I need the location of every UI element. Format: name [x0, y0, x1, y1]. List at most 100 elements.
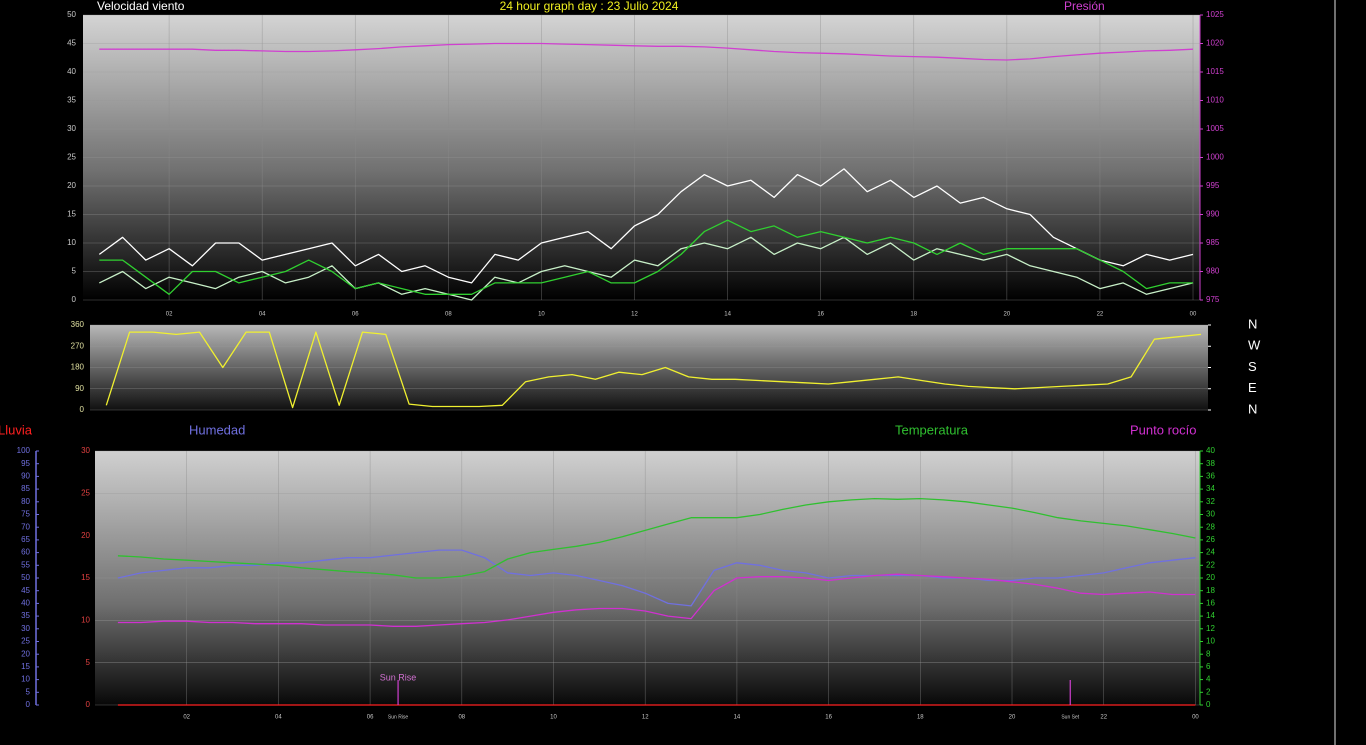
y-tick-label: 360	[71, 320, 85, 329]
y2-tick-label: 10	[1206, 637, 1215, 646]
y2-tick-label: 16	[1206, 599, 1215, 608]
y3-tick-label: 60	[21, 548, 30, 557]
y3-tick-label: 45	[21, 586, 30, 595]
x-tick-label: 18	[917, 715, 924, 721]
y2-tick-label: 8	[1206, 649, 1211, 658]
y2-tick-label: 1015	[1206, 67, 1224, 76]
y2-tick-label: 28	[1206, 522, 1215, 531]
x-tick-label: 06	[367, 715, 374, 721]
x-tick-label: 00	[1190, 312, 1197, 318]
y-tick-label: 0	[72, 295, 77, 304]
y2-tick-label: 6	[1206, 662, 1211, 671]
y3-tick-label: 85	[21, 484, 30, 493]
x-tick-label: 02	[183, 715, 190, 721]
y-tick-label: 5	[72, 267, 77, 276]
y-tick-label: 40	[67, 67, 76, 76]
y2-tick-label: 985	[1206, 238, 1220, 247]
x-tick-label: 02	[166, 312, 173, 318]
y-tick-label: 35	[67, 96, 76, 105]
y-tick-label: 15	[67, 210, 76, 219]
y2-tick-label: 980	[1206, 267, 1220, 276]
y2-tick-label: 14	[1206, 611, 1215, 620]
x-tick-label: 22	[1100, 715, 1107, 721]
y2-tick-label: 22	[1206, 560, 1215, 569]
y2-tick-label: 38	[1206, 459, 1215, 468]
annotation: Sun Rise	[380, 672, 417, 682]
y-tick-label: 10	[81, 615, 90, 624]
series-line	[99, 219, 1193, 295]
y-tick-label: 270	[71, 341, 85, 350]
y2-tick-label: 24	[1206, 548, 1215, 557]
y2-tick-label: 990	[1206, 210, 1220, 219]
chart-title: 24 hour graph day : 23 Julio 2024	[500, 0, 679, 13]
y-tick-label: 180	[71, 363, 85, 372]
y-tick-label: 20	[81, 531, 90, 540]
x-tick-label: 14	[724, 312, 731, 318]
x-tick-label: 18	[910, 312, 917, 318]
y3-tick-label: 35	[21, 611, 30, 620]
event-tick-label: Sun Set	[1061, 714, 1079, 720]
y-tick-label: 30	[81, 446, 90, 455]
y3-tick-label: 50	[21, 573, 30, 582]
y3-tick-label: 80	[21, 497, 30, 506]
y3-tick-label: 5	[26, 687, 31, 696]
y-tick-label: 0	[80, 405, 85, 414]
y3-tick-label: 10	[21, 675, 30, 684]
y2-tick-label: N	[1248, 401, 1257, 416]
y2-tick-label: N	[1248, 316, 1257, 331]
event-tick-label: Sun Rise	[388, 714, 409, 720]
y3-tick-label: 95	[21, 459, 30, 468]
y2-tick-label: 975	[1206, 295, 1220, 304]
y2-tick-label: 4	[1206, 675, 1211, 684]
y2-tick-label: 40	[1206, 446, 1215, 455]
x-tick-label: 20	[1009, 715, 1016, 721]
x-tick-label: 20	[1004, 312, 1011, 318]
x-tick-label: 16	[825, 715, 832, 721]
series-line	[98, 168, 1194, 284]
y2-tick-label: 1000	[1206, 153, 1224, 162]
x-tick-label: 12	[642, 715, 649, 721]
y-tick-label: 10	[67, 238, 76, 247]
x-tick-label: 04	[259, 312, 266, 318]
y3-tick-label: 75	[21, 510, 30, 519]
y3-tick-label: 70	[21, 522, 30, 531]
x-tick-label: 06	[352, 312, 359, 318]
y2-tick-label: W	[1248, 338, 1261, 353]
y2-tick-label: 995	[1206, 181, 1220, 190]
y3-tick-label: 65	[21, 535, 30, 544]
x-tick-label: 14	[734, 715, 741, 721]
y-tick-label: 50	[67, 10, 76, 19]
y2-tick-label: 20	[1206, 573, 1215, 582]
series-line	[117, 573, 1196, 627]
legend-label: Punto rocío	[1130, 422, 1197, 437]
x-tick-label: 00	[1192, 715, 1199, 721]
y2-tick-label: 18	[1206, 586, 1215, 595]
x-tick-label: 04	[275, 715, 282, 721]
y2-tick-label: 36	[1206, 472, 1215, 481]
y3-tick-label: 90	[21, 472, 30, 481]
x-tick-label: 12	[631, 312, 638, 318]
y3-tick-label: 30	[21, 624, 30, 633]
y2-axis-title: Presión	[1064, 0, 1105, 13]
series-line	[117, 497, 1196, 579]
y2-tick-label: 1020	[1206, 39, 1224, 48]
series-line	[117, 549, 1196, 607]
series-line	[99, 42, 1194, 61]
y3-tick-label: 15	[21, 662, 30, 671]
legend-label: Humedad	[189, 422, 245, 437]
y3-tick-label: 55	[21, 560, 30, 569]
y2-tick-label: 34	[1206, 484, 1215, 493]
y-tick-label: 15	[81, 573, 90, 582]
y2-tick-label: 26	[1206, 535, 1215, 544]
y-tick-label: 20	[67, 181, 76, 190]
x-tick-label: 08	[445, 312, 452, 318]
x-tick-label: 10	[550, 715, 557, 721]
x-tick-label: 10	[538, 312, 545, 318]
legend-label: Temperatura	[895, 422, 969, 437]
y2-tick-label: 1025	[1206, 10, 1224, 19]
y2-tick-label: 32	[1206, 497, 1215, 506]
y3-tick-label: 20	[21, 649, 30, 658]
y-tick-label: 30	[67, 124, 76, 133]
y2-tick-label: E	[1248, 380, 1257, 395]
